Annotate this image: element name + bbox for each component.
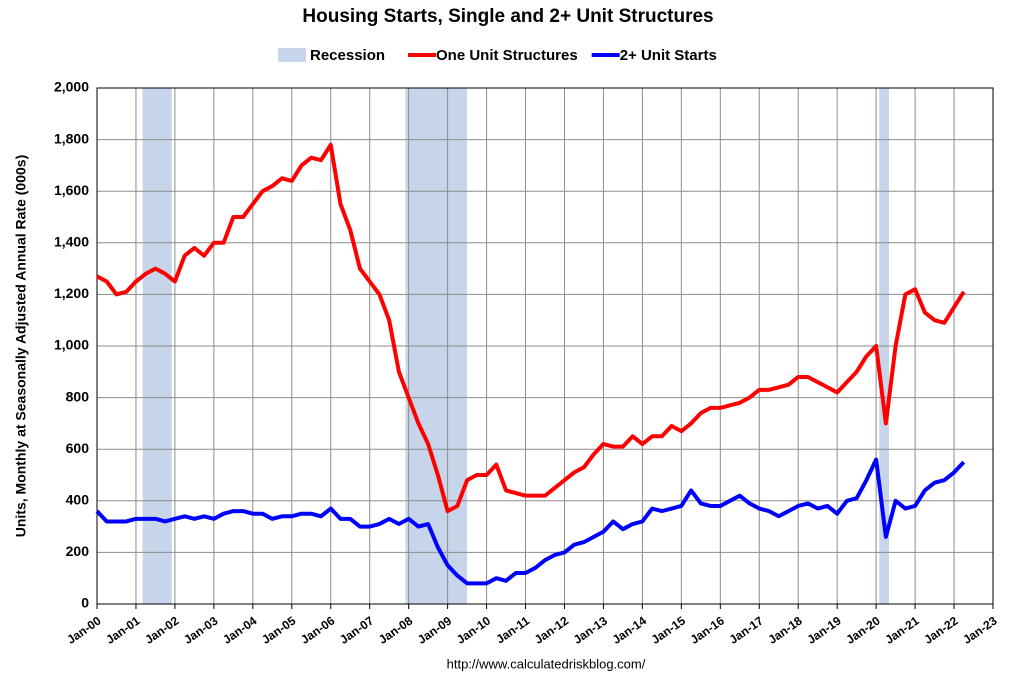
x-tick-label: Jan-10 xyxy=(454,613,493,646)
x-tick-label: Jan-05 xyxy=(259,613,298,646)
y-tick-label: 1,400 xyxy=(54,234,89,250)
x-tick-label: Jan-18 xyxy=(766,613,805,646)
x-tick-label: Jan-12 xyxy=(532,613,571,646)
x-tick-label: Jan-03 xyxy=(181,613,220,646)
x-tick-label: Jan-22 xyxy=(921,613,960,646)
chart-title: Housing Starts, Single and 2+ Unit Struc… xyxy=(302,6,713,27)
y-tick-label: 0 xyxy=(81,595,89,611)
y-tick-label: 1,200 xyxy=(54,285,89,301)
x-tick-label: Jan-17 xyxy=(727,613,766,646)
y-tick-label: 400 xyxy=(66,492,90,508)
x-tick-label: Jan-13 xyxy=(571,613,610,646)
x-tick-label: Jan-08 xyxy=(376,613,415,646)
x-tick-label: Jan-07 xyxy=(337,613,376,646)
y-tick-label: 800 xyxy=(66,388,90,404)
x-tick-label: Jan-16 xyxy=(688,613,727,646)
x-tick-label: Jan-23 xyxy=(960,613,999,646)
source: http://www.calculatedriskblog.com/ xyxy=(447,656,646,671)
x-tick-label: Jan-19 xyxy=(805,613,844,646)
legend-label: 2+ Unit Starts xyxy=(620,47,717,64)
series-line xyxy=(96,142,966,514)
x-tick-label: Jan-00 xyxy=(64,613,103,646)
x-tick-label: Jan-01 xyxy=(103,613,142,646)
plot-frame xyxy=(96,87,994,605)
legend-swatch xyxy=(278,48,306,62)
x-tick-label: Jan-15 xyxy=(649,613,688,646)
y-tick-label: 200 xyxy=(66,543,90,559)
x-tick-label: Jan-21 xyxy=(882,613,921,646)
x-tick-label: Jan-06 xyxy=(298,613,337,646)
x-tick-label: Jan-11 xyxy=(493,613,532,646)
x-tick-label: Jan-14 xyxy=(610,613,649,646)
x-tick-label: Jan-02 xyxy=(142,613,181,646)
y-tick-label: 2,000 xyxy=(54,79,89,95)
y-tick-label: 1,800 xyxy=(54,130,89,146)
legend: Recession One Unit Structures 2+ Unit Star… xyxy=(278,47,717,64)
x-tick-label: Jan-04 xyxy=(220,613,259,646)
y-tick-label: 1,600 xyxy=(54,182,89,198)
y-axis-label: Units, Monthly at Seasonally Adjusted An… xyxy=(13,155,29,537)
y-tick-label: 600 xyxy=(66,440,90,456)
series-line xyxy=(95,457,966,586)
y-tick-label: 1,000 xyxy=(54,337,89,353)
x-tick-label: Jan-09 xyxy=(415,613,454,646)
x-tick-label: Jan-20 xyxy=(843,613,882,646)
legend-label: Recession xyxy=(310,47,385,64)
legend-label: One Unit Structures xyxy=(436,47,578,64)
